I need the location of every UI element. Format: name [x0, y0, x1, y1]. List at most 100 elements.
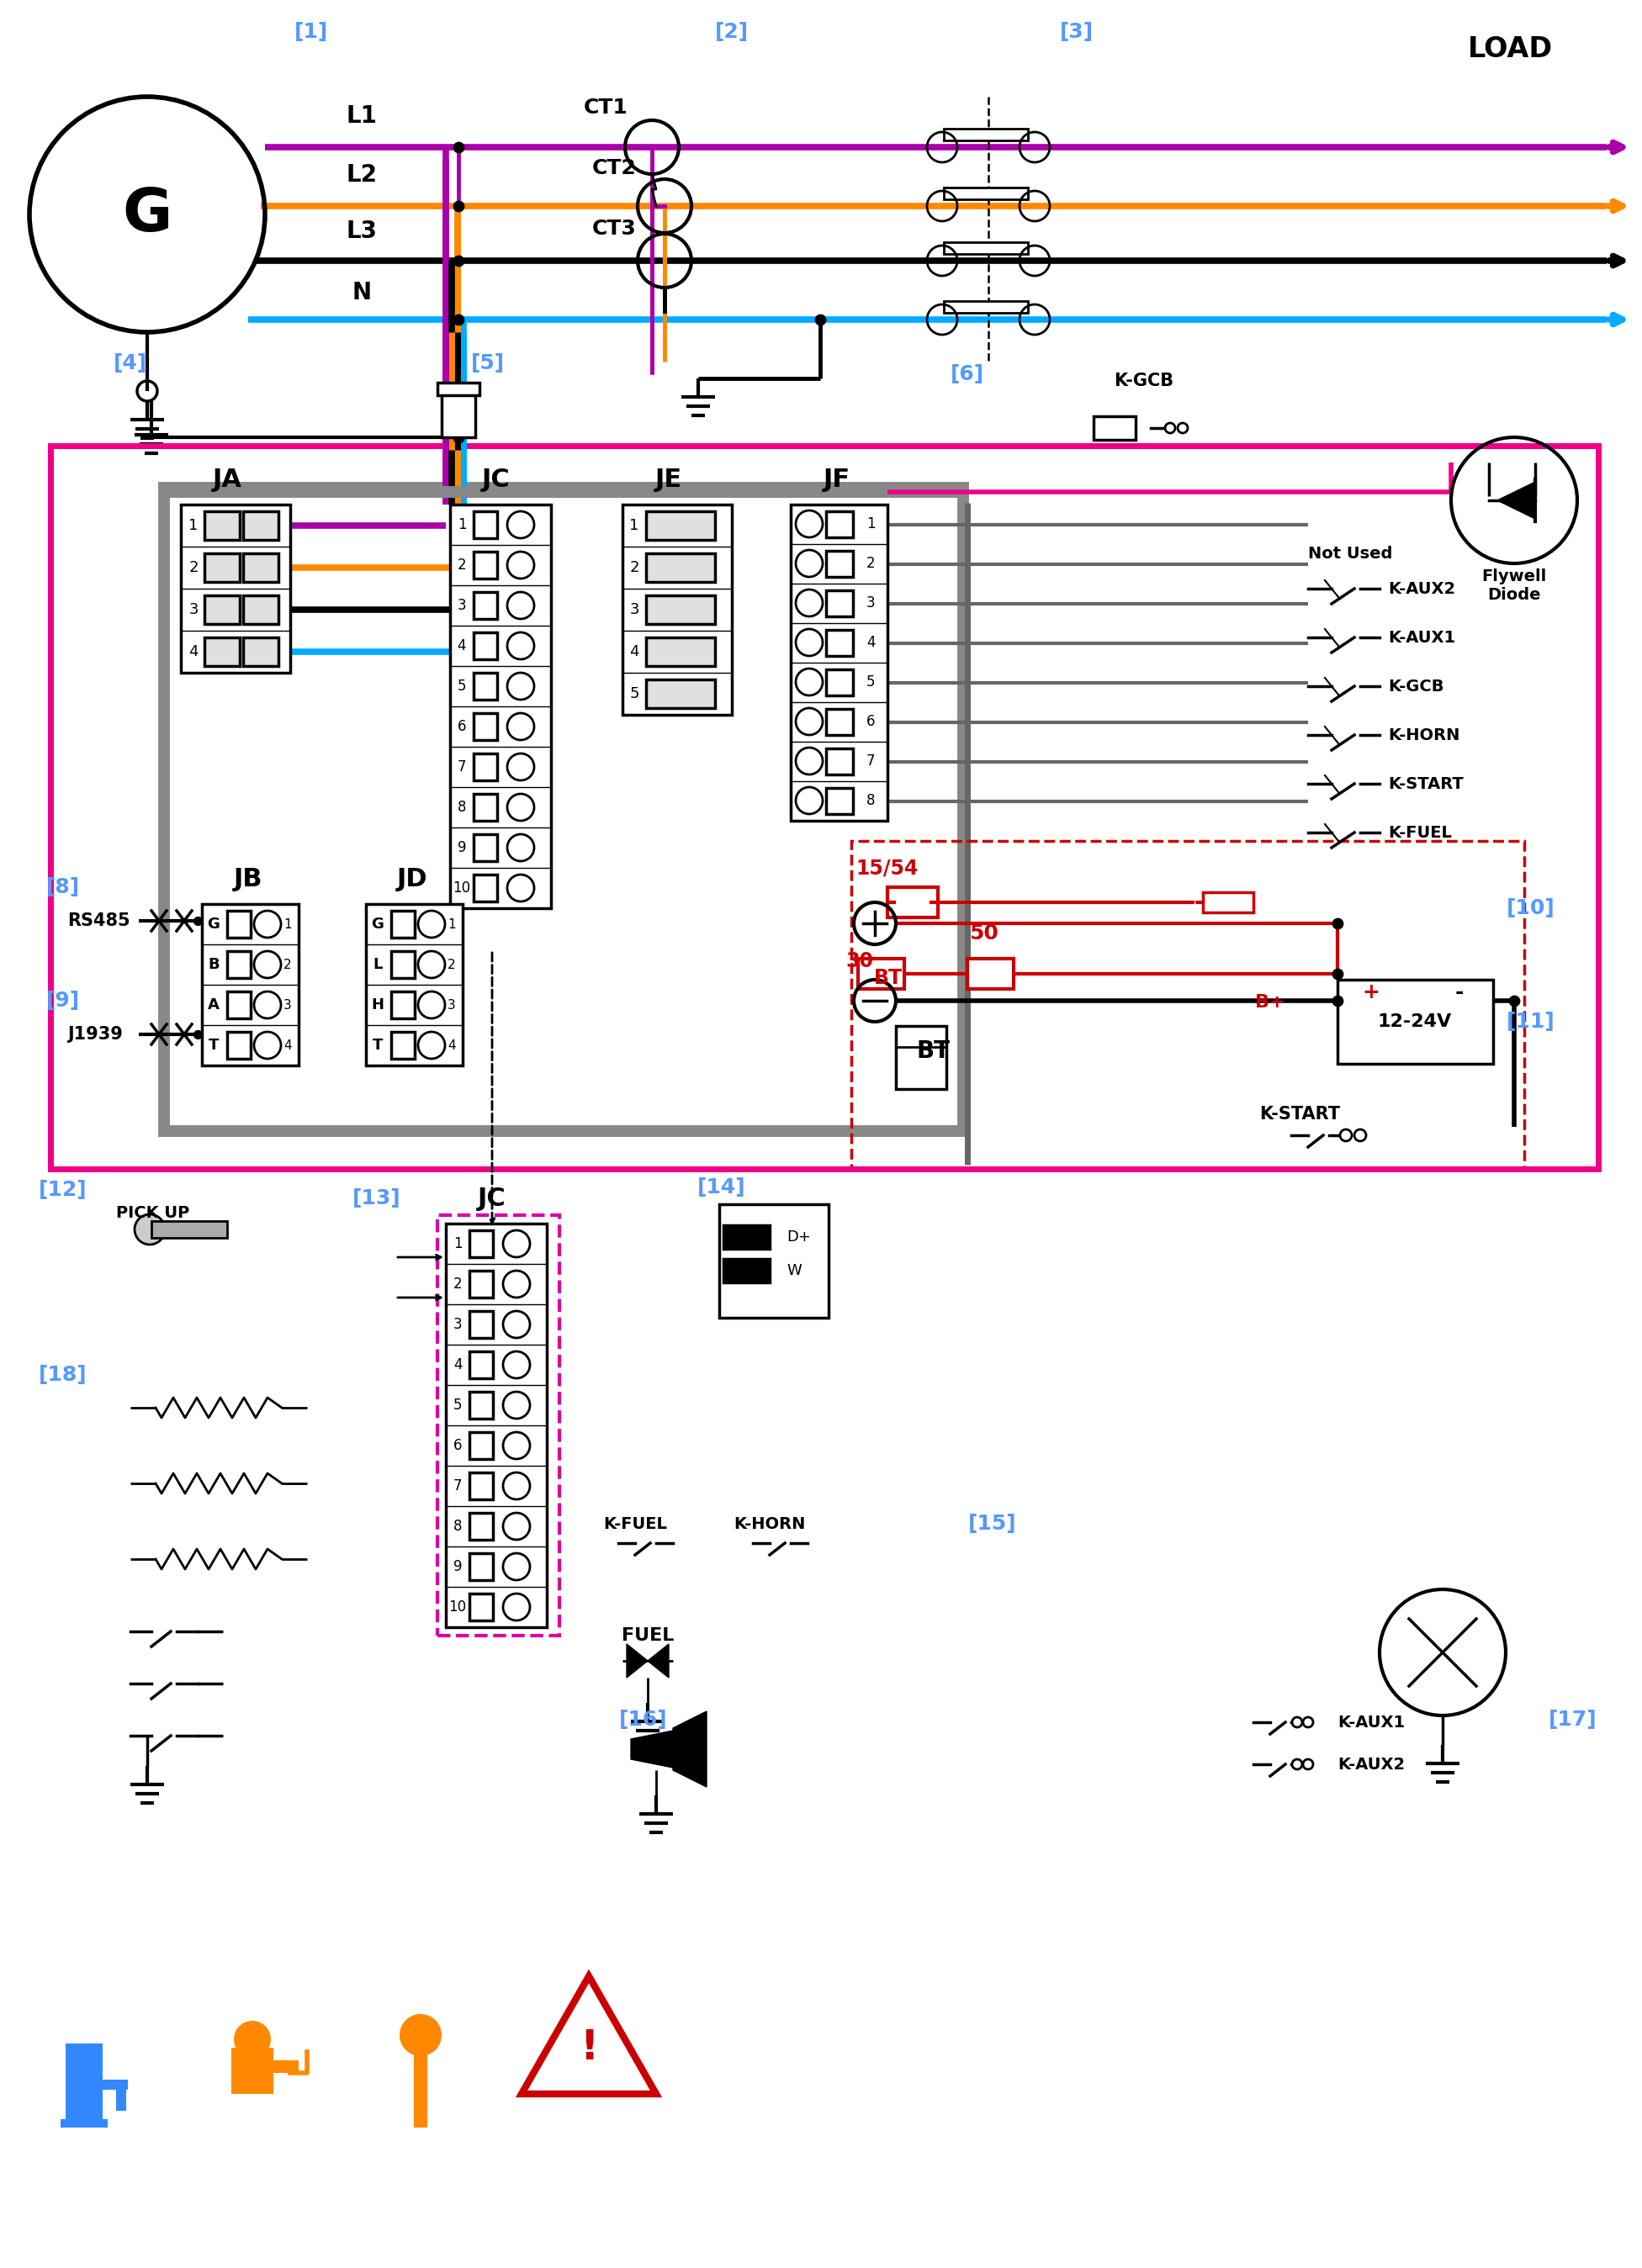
- Text: LOAD: LOAD: [1468, 34, 1552, 64]
- Text: Diode: Diode: [1488, 587, 1540, 603]
- Bar: [102, 2080, 128, 2089]
- Text: -: -: [1455, 982, 1463, 1002]
- Bar: [851, 841, 1524, 1168]
- Text: 5: 5: [867, 674, 875, 689]
- Bar: [447, 1222, 547, 1626]
- Bar: [826, 551, 852, 576]
- Text: RS485: RS485: [67, 912, 130, 930]
- Bar: [227, 991, 251, 1018]
- Text: JB: JB: [233, 866, 263, 891]
- Text: 3: 3: [867, 596, 875, 610]
- Text: BT: BT: [916, 1039, 951, 1064]
- Text: +: +: [1363, 982, 1379, 1002]
- Text: 6: 6: [453, 1438, 461, 1454]
- Bar: [470, 1270, 493, 1297]
- Bar: [473, 875, 498, 900]
- Bar: [391, 1032, 415, 1059]
- Text: 2: 2: [189, 560, 199, 576]
- Text: [16]: [16]: [619, 1710, 668, 1730]
- Text: K-HORN: K-HORN: [1387, 728, 1460, 744]
- Bar: [645, 553, 714, 583]
- Text: [8]: [8]: [46, 878, 80, 898]
- Circle shape: [233, 2021, 271, 2057]
- Text: 3: 3: [629, 601, 639, 617]
- Bar: [967, 959, 1013, 989]
- Bar: [473, 835, 498, 862]
- Bar: [826, 748, 852, 773]
- Text: B: B: [209, 957, 220, 973]
- Text: 2: 2: [867, 556, 875, 572]
- Text: J1939: J1939: [67, 1025, 123, 1043]
- Bar: [243, 637, 279, 667]
- Text: Flywell: Flywell: [1481, 567, 1547, 585]
- Text: 3: 3: [448, 998, 456, 1012]
- Text: 1: 1: [629, 517, 639, 533]
- Text: BT: BT: [874, 968, 903, 989]
- Text: !: !: [580, 2028, 598, 2068]
- Text: 4: 4: [453, 1356, 461, 1372]
- Text: [12]: [12]: [39, 1179, 87, 1200]
- Text: 3: 3: [453, 1318, 461, 1331]
- Text: 7: 7: [458, 760, 466, 773]
- Text: K-AUX2: K-AUX2: [1387, 581, 1455, 596]
- Text: K-START: K-START: [1387, 776, 1463, 792]
- Text: JA: JA: [212, 467, 241, 492]
- Text: H: H: [371, 998, 384, 1012]
- Text: L3: L3: [346, 220, 378, 243]
- Text: JC: JC: [478, 1186, 506, 1211]
- Text: 2: 2: [453, 1277, 461, 1293]
- Bar: [1094, 417, 1136, 440]
- Circle shape: [1166, 424, 1176, 433]
- Polygon shape: [1498, 481, 1535, 519]
- Bar: [470, 1352, 493, 1379]
- Bar: [61, 2118, 108, 2127]
- Point: [1325, 955, 1351, 991]
- Point: [445, 129, 471, 166]
- Text: 10: 10: [448, 1599, 466, 1615]
- Text: 5: 5: [629, 687, 639, 701]
- Text: 4: 4: [458, 637, 466, 653]
- Bar: [826, 590, 852, 617]
- Text: JE: JE: [655, 467, 683, 492]
- Bar: [622, 503, 732, 714]
- Point: [445, 302, 471, 338]
- Text: 2: 2: [629, 560, 639, 576]
- Text: 50: 50: [969, 923, 998, 943]
- Text: 3: 3: [458, 599, 466, 612]
- Bar: [66, 2043, 102, 2118]
- Text: 1: 1: [448, 919, 456, 930]
- Circle shape: [1304, 1760, 1314, 1769]
- Text: FUEL: FUEL: [621, 1626, 673, 1644]
- Text: [5]: [5]: [471, 354, 504, 374]
- Text: [11]: [11]: [1507, 1012, 1555, 1032]
- Bar: [470, 1431, 493, 1458]
- Bar: [826, 631, 852, 655]
- Text: 1: 1: [867, 517, 875, 531]
- Bar: [450, 503, 552, 907]
- Text: 6: 6: [458, 719, 466, 735]
- Bar: [719, 1204, 829, 1318]
- Bar: [470, 1393, 493, 1420]
- Point: [445, 420, 471, 456]
- Text: G: G: [207, 916, 220, 932]
- Text: L: L: [373, 957, 383, 973]
- Polygon shape: [627, 1644, 647, 1678]
- Bar: [791, 503, 887, 821]
- Bar: [724, 1259, 770, 1281]
- Bar: [473, 674, 498, 699]
- Bar: [243, 510, 279, 540]
- Bar: [944, 302, 1028, 313]
- Bar: [51, 447, 1598, 1168]
- Text: JC: JC: [483, 467, 511, 492]
- Text: 4: 4: [189, 644, 199, 660]
- Text: K-AUX1: K-AUX1: [1338, 1715, 1406, 1730]
- Text: [15]: [15]: [969, 1513, 1016, 1533]
- Bar: [414, 2043, 427, 2127]
- Text: PICK UP: PICK UP: [117, 1204, 189, 1220]
- Bar: [227, 1032, 251, 1059]
- Text: JD: JD: [397, 866, 427, 891]
- Bar: [826, 787, 852, 814]
- Text: CT1: CT1: [583, 98, 627, 118]
- Bar: [645, 637, 714, 667]
- Bar: [437, 1216, 560, 1635]
